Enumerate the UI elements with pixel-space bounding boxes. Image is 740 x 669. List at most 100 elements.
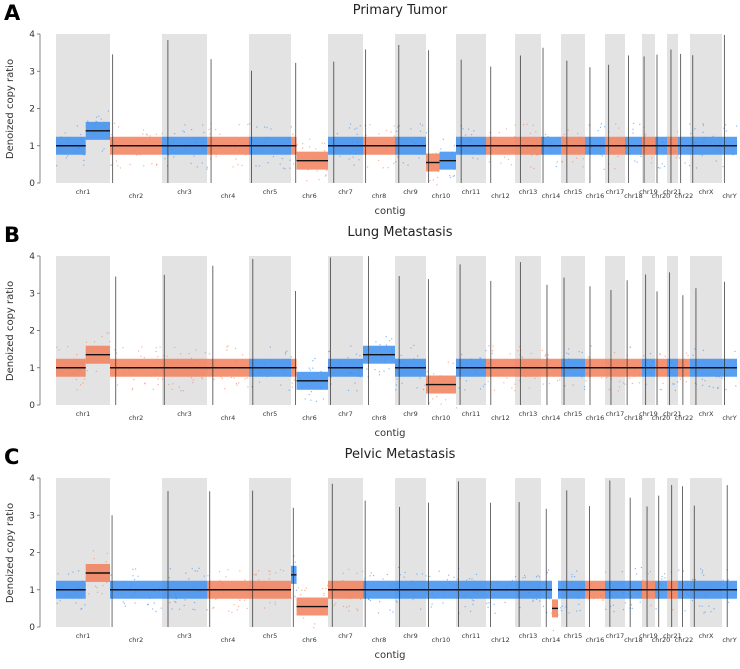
- copy-ratio-point: [717, 387, 719, 389]
- copy-ratio-point: [365, 151, 368, 153]
- copy-ratio-point: [685, 381, 687, 383]
- copy-ratio-point: [191, 568, 193, 570]
- copy-ratio-point: [716, 368, 718, 370]
- copy-ratio-point: [473, 151, 475, 154]
- copy-ratio-point: [695, 167, 698, 169]
- copy-ratio-point: [672, 584, 674, 586]
- copy-ratio-point: [610, 605, 612, 607]
- copy-ratio-point: [672, 383, 674, 385]
- copy-ratio-point: [471, 140, 473, 142]
- copy-ratio-point: [650, 373, 652, 375]
- copy-ratio-point: [395, 389, 397, 391]
- copy-ratio-point: [480, 364, 482, 366]
- copy-ratio-point: [356, 127, 358, 129]
- copy-ratio-point: [122, 601, 124, 603]
- copy-ratio-point: [367, 596, 369, 598]
- copy-ratio-point: [414, 596, 416, 598]
- chromosome-label: chr11: [462, 632, 481, 640]
- copy-ratio-point: [171, 608, 173, 610]
- copy-ratio-point: [153, 373, 156, 375]
- copy-ratio-point: [522, 124, 525, 126]
- copy-ratio-point: [708, 584, 710, 586]
- copy-ratio-point: [279, 368, 282, 370]
- copy-ratio-point: [88, 593, 90, 595]
- y-tick-label: 4: [29, 252, 35, 262]
- copy-ratio-point: [81, 607, 83, 610]
- copy-ratio-point: [92, 550, 94, 552]
- copy-ratio-point: [409, 581, 412, 583]
- copy-ratio-point: [359, 598, 362, 600]
- copy-ratio-point: [230, 376, 232, 379]
- copy-ratio-point: [557, 614, 559, 616]
- chromosome-label: chr21: [663, 632, 682, 640]
- copy-ratio-point: [541, 148, 544, 151]
- chromosome-label: chr19: [639, 410, 658, 418]
- copy-ratio-point: [80, 133, 82, 136]
- copy-ratio-point: [597, 129, 599, 132]
- copy-ratio-point: [562, 135, 564, 138]
- copy-ratio-point: [600, 594, 602, 597]
- copy-ratio-point: [722, 166, 724, 168]
- chromosome-band: [642, 478, 655, 627]
- chromosome-label: chr6: [302, 636, 317, 644]
- chromosome-label: chr15: [564, 188, 583, 196]
- copy-ratio-point: [333, 372, 335, 374]
- copy-ratio-point: [351, 590, 354, 592]
- copy-ratio-point: [219, 580, 221, 582]
- copy-ratio-point: [60, 586, 63, 588]
- copy-ratio-point: [727, 137, 729, 139]
- copy-ratio-point: [169, 568, 172, 570]
- chromosome-label: chr6: [302, 414, 317, 422]
- copy-ratio-point: [268, 570, 270, 572]
- copy-ratio-point: [137, 575, 139, 577]
- copy-ratio-point: [276, 149, 278, 151]
- copy-ratio-point: [107, 110, 109, 112]
- x-axis-label: contig: [374, 650, 405, 661]
- copy-ratio-point: [386, 129, 388, 132]
- copy-ratio-point: [425, 575, 427, 577]
- copy-ratio-point: [221, 582, 223, 584]
- copy-ratio-point: [93, 341, 96, 343]
- copy-ratio-point: [702, 141, 704, 144]
- copy-ratio-point: [552, 606, 554, 608]
- copy-ratio-point: [551, 147, 553, 149]
- copy-ratio-point: [617, 390, 619, 392]
- copy-ratio-point: [236, 609, 238, 611]
- copy-ratio-point: [713, 608, 715, 610]
- copy-ratio-point: [514, 136, 516, 138]
- copy-ratio-point: [732, 365, 734, 367]
- copy-ratio-point: [390, 131, 392, 133]
- copy-ratio-point: [661, 575, 663, 578]
- copy-ratio-point: [96, 587, 98, 589]
- copy-ratio-point: [519, 345, 521, 348]
- chromosome-band: [642, 256, 655, 405]
- copy-ratio-point: [511, 387, 513, 389]
- copy-ratio-point: [100, 118, 102, 120]
- chromosome-label: chrX: [699, 410, 714, 418]
- y-tick-label: 1: [29, 364, 35, 374]
- copy-ratio-point: [292, 133, 294, 135]
- copy-ratio-point: [583, 386, 586, 388]
- copy-ratio-point: [701, 587, 703, 589]
- copy-ratio-point: [716, 376, 718, 378]
- copy-ratio-point: [263, 362, 266, 364]
- copy-ratio-point: [726, 374, 728, 376]
- chromosome-band: [561, 256, 585, 405]
- copy-ratio-point: [590, 141, 592, 143]
- copy-ratio-point: [188, 373, 191, 375]
- copy-ratio-point: [436, 184, 438, 186]
- copy-ratio-point: [365, 593, 367, 595]
- copy-ratio-point: [567, 129, 569, 131]
- copy-ratio-point: [533, 167, 535, 170]
- copy-ratio-point: [731, 152, 733, 155]
- copy-ratio-point: [323, 594, 325, 596]
- copy-ratio-point: [571, 151, 573, 153]
- copy-ratio-point: [473, 600, 475, 602]
- copy-ratio-point: [75, 602, 77, 604]
- copy-ratio-point: [359, 376, 361, 378]
- chromosome-band: [690, 256, 722, 405]
- copy-ratio-point: [534, 146, 536, 148]
- copy-ratio-point: [671, 362, 673, 364]
- copy-ratio-point: [367, 166, 369, 168]
- copy-ratio-point: [94, 585, 97, 587]
